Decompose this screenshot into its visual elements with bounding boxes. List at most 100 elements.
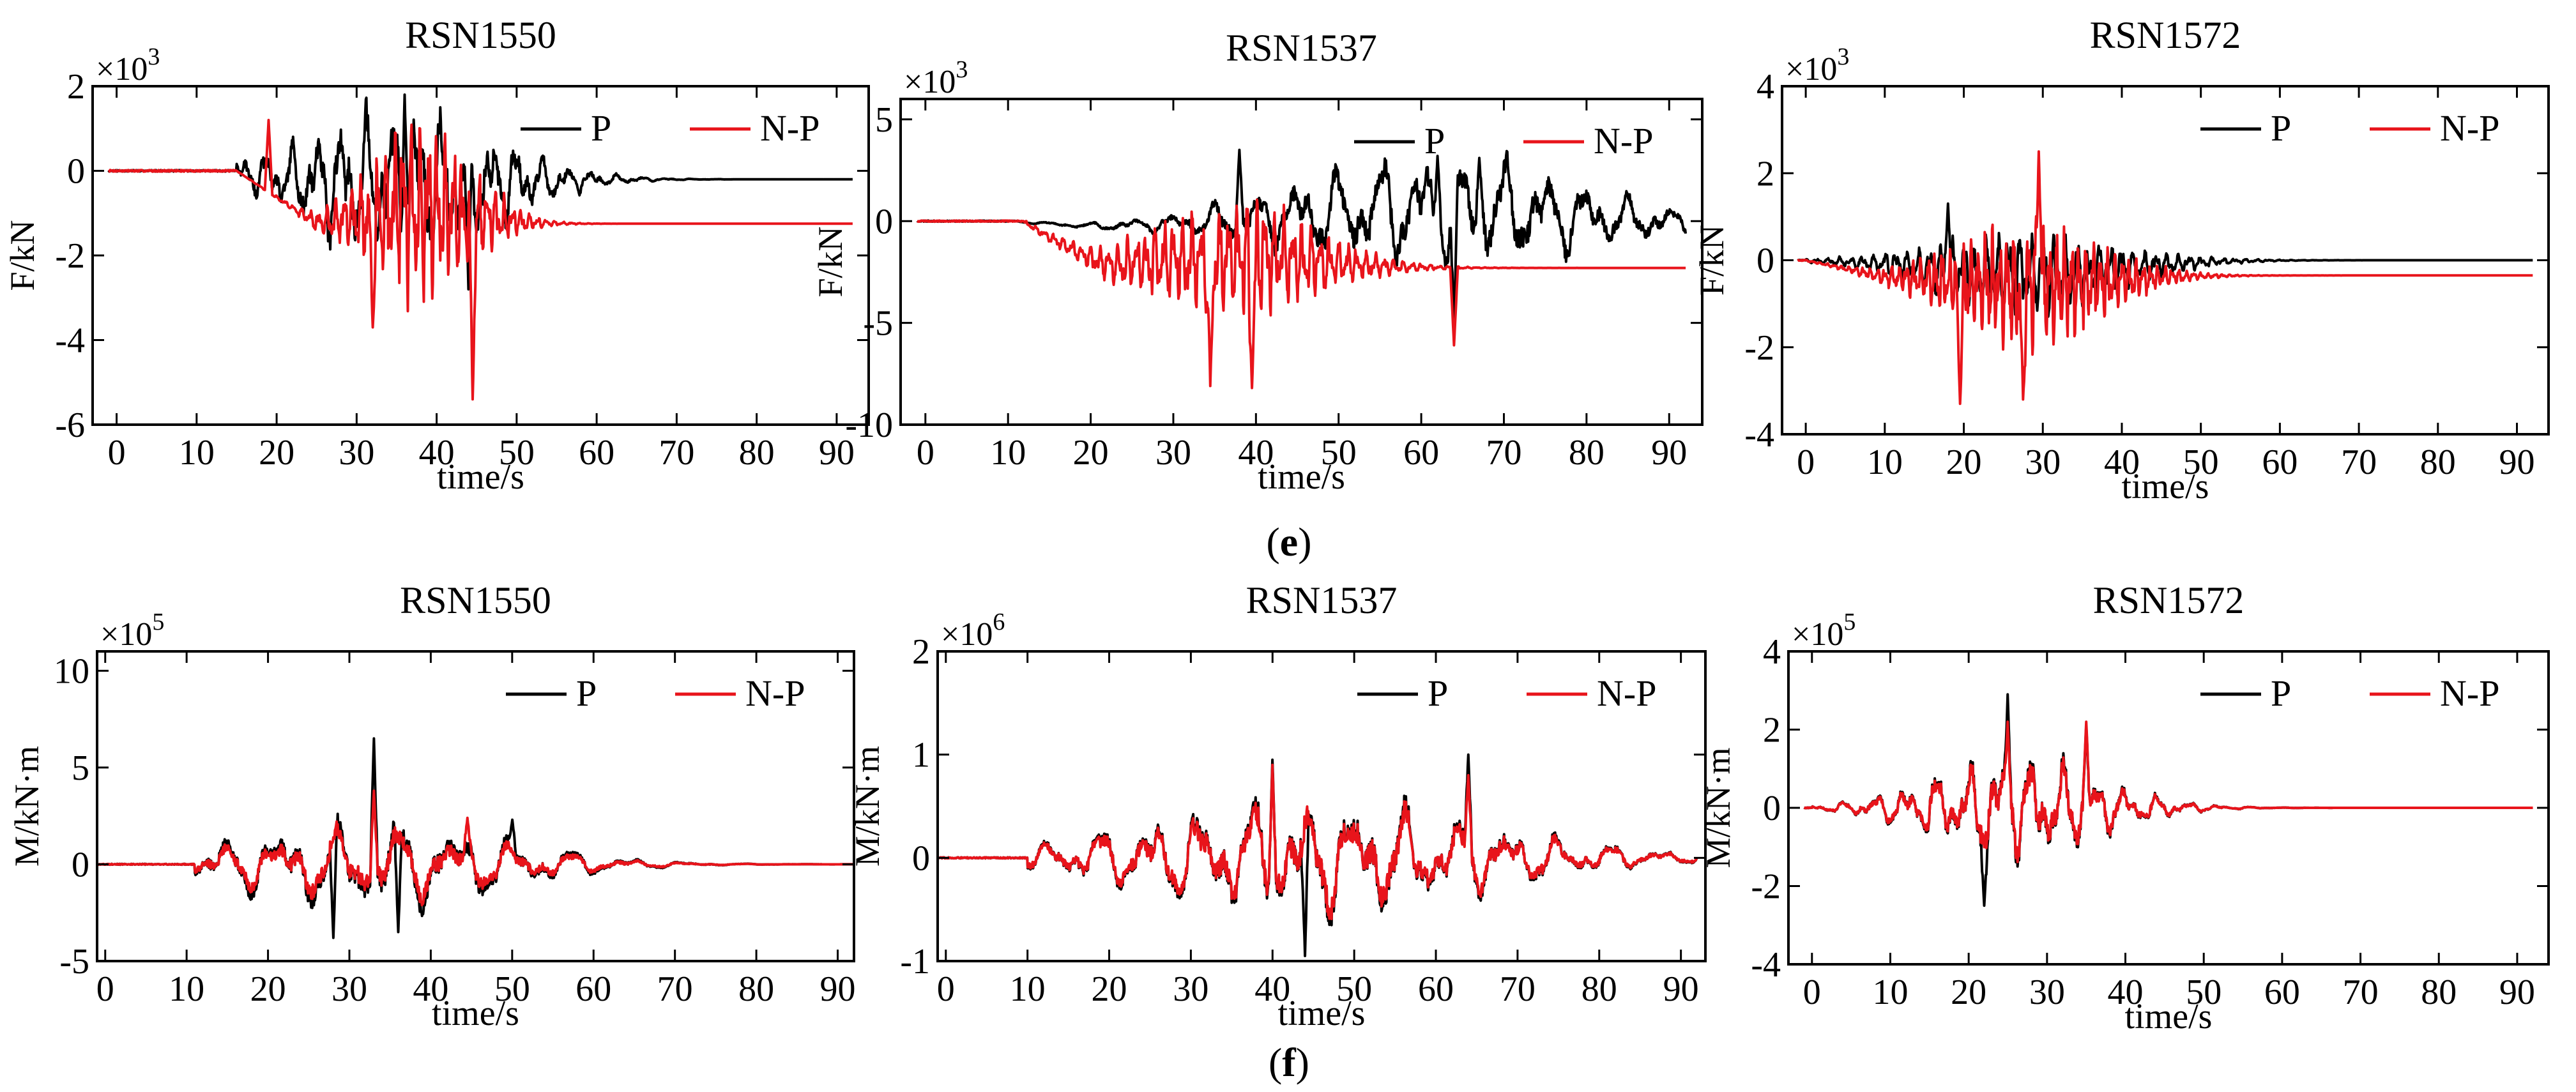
chart-title: RSN1537 [1246,579,1398,621]
x-tick-label: 90 [1651,433,1687,473]
x-tick-label: 60 [2264,973,2300,1012]
legend-label-p: P [2271,107,2291,149]
x-tick-label: 40 [2104,443,2140,482]
y-tick-label: 0 [72,845,89,884]
x-tick-label: 50 [499,433,535,473]
y-axis-label: M/kN·m [848,746,887,867]
x-tick-label: 90 [820,969,856,1009]
x-tick-label: 10 [990,433,1026,473]
legend-label-p: P [1424,120,1445,162]
axes-frame [96,650,855,962]
y-tick-label: 0 [1763,789,1781,828]
x-tick-label: 80 [738,969,774,1009]
x-tick-label: 50 [1321,433,1357,473]
axes-frame [899,98,1703,426]
chart-panel: 0 10 20 30 40 50 60 70 80 90 -4 -2 0 2 4 RSN1572 ×103 tim… [1693,14,2550,506]
axis-scale-factor: ×105 [1792,609,1856,653]
legend: P N-P [2200,672,2499,714]
x-axis-label: time/s [1278,994,1366,1033]
legend: P N-P [521,107,819,149]
x-tick-label: 40 [1238,433,1274,473]
x-tick-label: 80 [2420,443,2456,482]
y-tick-label: 2 [67,67,85,107]
x-tick-label: 10 [1867,443,1903,482]
x-tick-label: 50 [2186,973,2222,1012]
y-axis-label: M/kN·m [8,746,46,867]
x-tick-label: 30 [339,433,374,473]
x-tick-label: 80 [1569,433,1604,473]
y-tick-label: 10 [54,651,89,691]
y-tick-label: -4 [1744,415,1774,455]
x-tick-label: 30 [332,969,367,1009]
y-tick-label: -2 [55,236,85,276]
y-tick-label: -5 [863,304,893,344]
x-tick-label: 0 [937,969,955,1009]
x-tick-label: 30 [1155,433,1191,473]
y-tick-label: -4 [55,321,85,361]
axis-scale-factor: ×103 [1785,43,1849,87]
x-tick-label: 70 [1486,433,1521,473]
x-tick-label: 50 [2183,443,2219,482]
y-tick-label: 0 [912,838,930,878]
x-tick-label: 90 [2499,443,2535,482]
x-tick-label: 20 [1951,973,1986,1012]
axis-scale-factor: ×106 [941,609,1005,653]
x-tick-label: 40 [419,433,455,473]
y-axis-label: F/kN [811,226,850,297]
legend-label-n-p: N-P [745,672,805,714]
x-tick-label: 80 [2421,973,2457,1012]
series-line-p [916,148,1688,335]
y-tick-label: 4 [1763,632,1781,672]
x-tick-label: 70 [657,969,693,1009]
x-tick-label: 60 [1403,433,1439,473]
x-tick-label: 0 [1797,443,1815,482]
y-tick-label: -2 [1751,867,1781,907]
x-tick-label: 60 [1418,969,1454,1009]
series-line-p [97,737,854,939]
x-tick-label: 0 [96,969,114,1009]
chart-title: RSN1572 [2093,579,2244,621]
legend-label-p: P [2271,672,2291,714]
row-label-e: (e) [1266,519,1311,565]
chart-panel: 0 10 20 30 40 50 60 70 80 90-1012RSN1537×106time/… [848,579,1707,1033]
x-tick-label: 40 [413,969,448,1009]
x-tick-label: 70 [2343,973,2379,1012]
chart-title: RSN1550 [405,14,556,56]
chart-panel: 0 10 20 30 40 50 60 70 80 90-50510RSN1550×105time… [8,579,856,1033]
y-tick-label: 0 [67,152,85,192]
legend-label-p: P [591,107,611,149]
y-axis-label: M/kN·m [1699,748,1737,868]
y-axis-label: F/kN [3,220,42,291]
x-axis-label: time/s [1258,457,1345,497]
y-tick-label: -5 [59,942,89,982]
legend: P N-P [2200,107,2499,149]
x-tick-label: 20 [1946,443,1982,482]
y-tick-label: -1 [900,942,930,982]
x-axis-label: time/s [437,457,524,497]
x-tick-label: 70 [659,433,694,473]
legend: P N-P [506,672,805,714]
x-tick-label: 20 [1092,969,1127,1009]
x-tick-label: 10 [179,433,215,473]
x-tick-label: 60 [575,969,611,1009]
x-axis-label: time/s [432,994,519,1033]
legend-label-n-p: N-P [2440,107,2499,149]
x-tick-label: 60 [2262,443,2298,482]
x-axis-label: time/s [2122,467,2209,506]
y-tick-label: 2 [912,632,930,672]
x-tick-label: 0 [1803,973,1821,1012]
x-tick-label: 20 [250,969,286,1009]
series-line-n-p [916,198,1687,390]
chart-title: RSN1550 [400,579,551,621]
x-tick-label: 60 [579,433,614,473]
x-axis-label: time/s [2125,997,2213,1036]
x-tick-label: 10 [169,969,204,1009]
x-tick-label: 80 [739,433,775,473]
x-tick-label: 70 [2341,443,2377,482]
x-tick-label: 90 [2499,973,2535,1012]
x-tick-label: 0 [108,433,126,473]
legend: P N-P [1357,672,1656,714]
series-line-p [1797,202,2534,318]
series-line-n-p [1797,150,2534,406]
